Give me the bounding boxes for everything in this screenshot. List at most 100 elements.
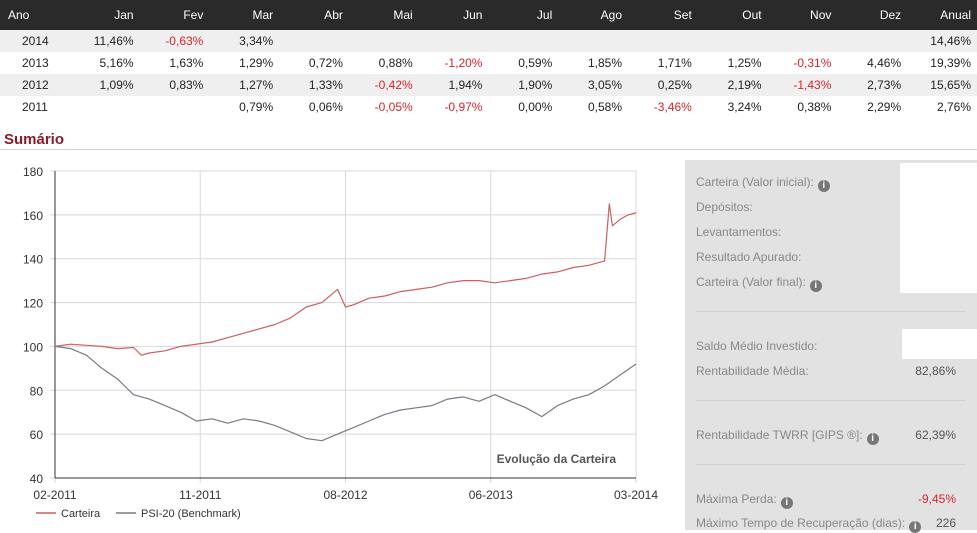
- avg-return-row: Rentabilidade Média: 82,86%: [696, 364, 956, 378]
- series-line-carteira: [54, 203, 637, 356]
- col-header-jan: Jan: [69, 0, 140, 30]
- return-cell: 1,25%: [727, 56, 762, 70]
- y-tick-label: 140: [23, 253, 43, 267]
- section-title: Sumário: [4, 131, 65, 148]
- return-cell: -0,42%: [348, 74, 419, 96]
- x-tick-label: 08-2012: [323, 488, 367, 502]
- return-cell: 19,39%: [930, 56, 971, 70]
- return-cell: 2,76%: [936, 100, 971, 114]
- initial-value-row: Carteira (Valor inicial): i: [696, 175, 966, 192]
- return-cell: [279, 30, 349, 52]
- values-box: [900, 163, 977, 293]
- return-cell: 2,73%: [837, 74, 908, 96]
- return-cell: [837, 30, 908, 52]
- year-cell: 2013: [22, 56, 49, 70]
- return-cell: 1,90%: [488, 74, 559, 96]
- info-icon[interactable]: i: [817, 180, 830, 192]
- x-tick-label: 06-2013: [469, 488, 513, 502]
- col-header-jul: Jul: [488, 0, 559, 30]
- return-cell: 0,59%: [518, 56, 553, 70]
- col-header-set: Set: [628, 0, 698, 30]
- table-row: 2013 5,16% 1,63% 1,29% 0,72% 0,88% -1,20% 0,59%…: [0, 52, 977, 74]
- y-tick-label: 160: [23, 209, 43, 223]
- return-cell: [70, 96, 140, 118]
- return-cell: 0,88%: [378, 56, 413, 70]
- return-cell: [488, 30, 559, 52]
- return-cell: 0,06%: [308, 100, 343, 114]
- return-cell: 0,25%: [628, 74, 698, 96]
- y-tick-label: 40: [30, 472, 44, 486]
- return-cell: [697, 30, 768, 52]
- return-cell: 1,33%: [279, 74, 349, 96]
- y-tick-label: 60: [30, 428, 44, 442]
- return-cell: [140, 96, 210, 118]
- max-recovery-row: Máximo Tempo de Recuperação (dias): i 226: [696, 516, 956, 533]
- return-cell: 0,79%: [239, 100, 274, 114]
- max-loss-row: Máxima Perda: i -9,45%: [696, 492, 956, 509]
- return-cell: 5,16%: [99, 56, 134, 70]
- return-cell: 1,85%: [588, 56, 623, 70]
- summary-panel: Carteira (Valor inicial): i Depósitos: Le…: [685, 160, 977, 533]
- panel-divider: [696, 311, 966, 312]
- y-tick-label: 120: [23, 297, 43, 311]
- return-cell: 0,38%: [797, 100, 832, 114]
- return-cell: [348, 30, 419, 52]
- return-cell: 1,27%: [209, 74, 280, 96]
- return-cell: -0,05%: [374, 100, 413, 114]
- return-cell: [628, 30, 698, 52]
- year-cell: 2014: [0, 30, 70, 52]
- withdrawals-row: Levantamentos:: [696, 225, 782, 239]
- twrr-row: Rentabilidade TWRR [GIPS ®]: i 62,39%: [696, 428, 956, 445]
- col-header-nov: Nov: [767, 0, 838, 30]
- table-row: 2011 0,79% 0,06% -0,05% -0,97% 0,00% 0,58% -3,4…: [0, 96, 977, 118]
- table-row: 2012 1,09% 0,83% 1,27% 1,33% -0,42% 1,94% 1,90%…: [0, 74, 977, 96]
- return-cell: 1,94%: [418, 74, 489, 96]
- return-cell: 1,71%: [657, 56, 692, 70]
- col-header-ano: Ano: [0, 0, 70, 30]
- year-cell: 2012: [0, 74, 70, 96]
- panel-divider: [696, 400, 966, 401]
- return-cell: 2,19%: [697, 74, 768, 96]
- info-icon[interactable]: i: [780, 497, 793, 509]
- col-header-mai: Mai: [348, 0, 419, 30]
- return-cell: [418, 30, 489, 52]
- col-header-abr: Abr: [279, 0, 349, 30]
- x-tick-label: 03-2014: [614, 488, 658, 502]
- col-header-anual: Anual: [907, 0, 977, 30]
- return-cell: -1,20%: [444, 56, 483, 70]
- y-tick-label: 80: [30, 384, 44, 398]
- col-header-dez: Dez: [837, 0, 908, 30]
- final-value-row: Carteira (Valor final): i: [696, 275, 966, 292]
- legend-label: Carteira: [61, 508, 101, 520]
- info-icon[interactable]: i: [866, 433, 879, 445]
- return-cell: 4,46%: [867, 56, 902, 70]
- return-cell: [767, 30, 838, 52]
- return-cell: 14,46%: [907, 30, 977, 52]
- x-tick-label: 02-2011: [33, 488, 76, 502]
- info-icon[interactable]: i: [809, 280, 822, 292]
- col-header-jun: Jun: [418, 0, 489, 30]
- return-cell: -0,97%: [444, 100, 483, 114]
- return-cell: 3,34%: [209, 30, 280, 52]
- return-cell: 0,83%: [139, 74, 210, 96]
- avg-balance-row: Saldo Médio Investido:: [696, 339, 818, 353]
- year-cell: 2011: [22, 100, 48, 114]
- chart-title: Evolução da Carteira: [497, 452, 617, 466]
- panel-divider: [696, 464, 966, 465]
- return-cell: 0,72%: [308, 56, 343, 70]
- section-divider: [0, 149, 977, 150]
- return-cell: 1,09%: [69, 74, 140, 96]
- result-row: Resultado Apurado:: [696, 250, 802, 264]
- return-cell: -1,43%: [767, 74, 838, 96]
- return-cell: 15,65%: [907, 74, 977, 96]
- info-icon[interactable]: i: [909, 521, 922, 533]
- return-cell: 2,29%: [867, 100, 902, 114]
- y-tick-label: 180: [23, 165, 43, 179]
- avg-balance-box: [902, 329, 977, 359]
- col-header-ago: Ago: [558, 0, 629, 30]
- monthly-returns-table: Ano Jan Fev Mar Abr Mai Jun Jul Ago Set Out Nov Dez A…: [0, 0, 977, 118]
- return-cell: -0,63%: [139, 30, 210, 52]
- col-header-fev: Fev: [139, 0, 210, 30]
- return-cell: [558, 30, 629, 52]
- return-cell: 0,00%: [518, 100, 553, 114]
